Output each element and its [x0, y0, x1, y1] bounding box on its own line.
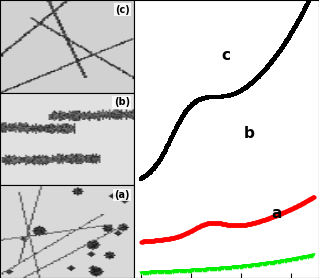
Text: c: c: [221, 48, 231, 63]
Text: b: b: [244, 126, 255, 141]
Text: (c): (c): [115, 5, 130, 15]
Text: (b): (b): [114, 97, 130, 107]
Text: (a): (a): [115, 190, 130, 200]
Text: a: a: [271, 206, 282, 221]
